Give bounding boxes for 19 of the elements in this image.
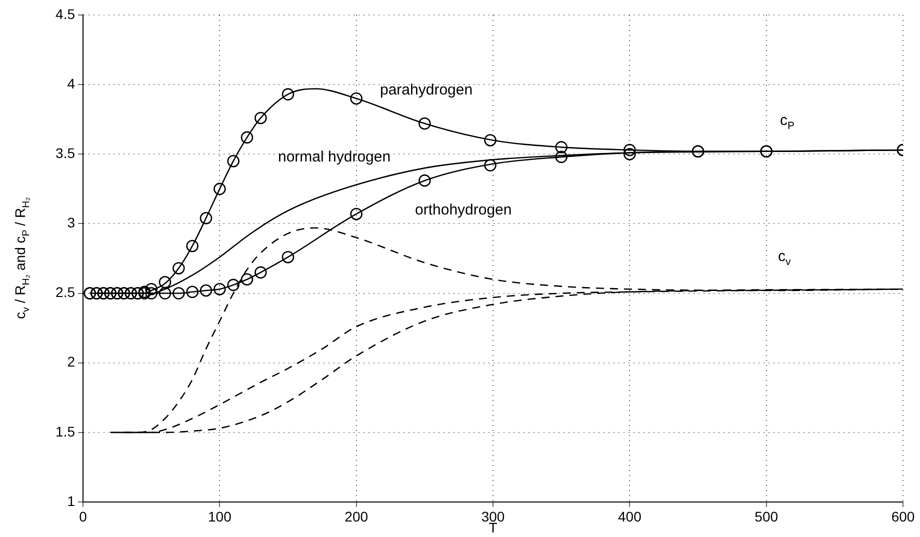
- x-tick-label: 100: [208, 508, 232, 524]
- y-tick-label: 3.5: [56, 145, 76, 161]
- annotation: parahydrogen: [380, 82, 473, 98]
- y-tick-label: 1: [67, 492, 76, 509]
- x-tick-label: 0: [79, 508, 88, 524]
- y-tick-label: 4: [67, 75, 76, 92]
- y-tick-label: 4.5: [56, 6, 76, 22]
- y-tick-label: 3: [67, 214, 76, 231]
- y-tick-label: 2: [67, 354, 76, 370]
- x-tick-label: 600: [891, 508, 915, 524]
- y-tick-label: 2.5: [56, 284, 76, 300]
- annotation: c$_{P}$: [780, 112, 795, 132]
- annotation: orthohydrogen: [415, 202, 512, 218]
- annotation: normal hydrogen: [278, 148, 391, 166]
- y-tick-label: 1.5: [56, 423, 76, 440]
- x-tick-label: 500: [754, 508, 778, 524]
- annotation: c$_{v}$: [778, 248, 791, 268]
- x-tick-label: 200: [344, 508, 368, 524]
- x-tick-label: 400: [618, 508, 642, 524]
